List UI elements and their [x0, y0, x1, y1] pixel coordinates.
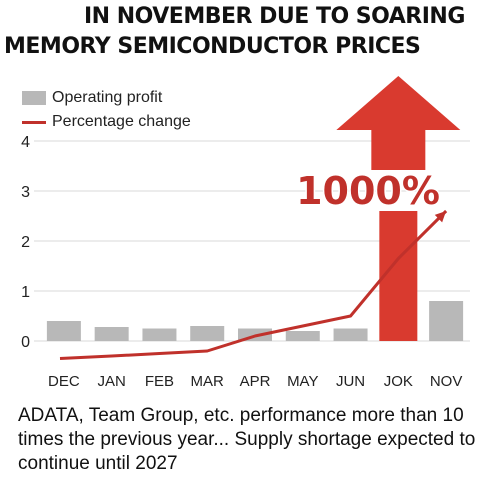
x-tick-label: JAN: [97, 373, 125, 390]
legend-bar-swatch: [22, 91, 46, 105]
y-tick-label: 2: [21, 234, 30, 251]
up-arrow-icon: [336, 76, 461, 170]
bar: [333, 328, 368, 341]
bar: [190, 326, 225, 341]
legend-line-label: Percentage change: [52, 113, 191, 130]
annotation-label: 1000%: [296, 169, 440, 213]
y-tick-label: 4: [21, 134, 30, 151]
legend-line-swatch: [22, 120, 46, 124]
bar: [429, 301, 464, 341]
x-tick-label: MAY: [287, 373, 318, 390]
bar: [142, 328, 177, 341]
x-tick-label: FEB: [145, 373, 174, 390]
y-tick-label: 0: [21, 334, 30, 351]
footer-caption: ADATA, Team Group, etc. performance more…: [18, 405, 476, 474]
legend-bar-label: Operating profit: [52, 89, 163, 106]
x-tick-label: JUN: [336, 373, 365, 390]
chart-title-line-1: IN NOVEMBER DUE TO SOARING: [84, 4, 465, 29]
x-tick-label: DEC: [48, 373, 80, 390]
x-tick-label: APR: [240, 373, 271, 390]
x-tick-label: JOK: [384, 373, 413, 390]
line-series: [59, 209, 448, 360]
x-tick-label: NOV: [430, 373, 463, 390]
x-tick-label: MAR: [191, 373, 225, 390]
y-tick-label: 3: [21, 184, 30, 201]
bar: [285, 331, 320, 341]
y-tick-label: 1: [21, 284, 30, 301]
chart-title-line-2: MEMORY SEMICONDUCTOR PRICES: [4, 34, 421, 59]
bar: [94, 327, 129, 341]
legend-item-line: Percentage change: [22, 110, 191, 134]
bar: [46, 321, 81, 341]
legend: Operating profit Percentage change: [22, 86, 191, 134]
legend-item-bar: Operating profit: [22, 86, 191, 110]
line-arrowhead-icon: [434, 211, 447, 223]
